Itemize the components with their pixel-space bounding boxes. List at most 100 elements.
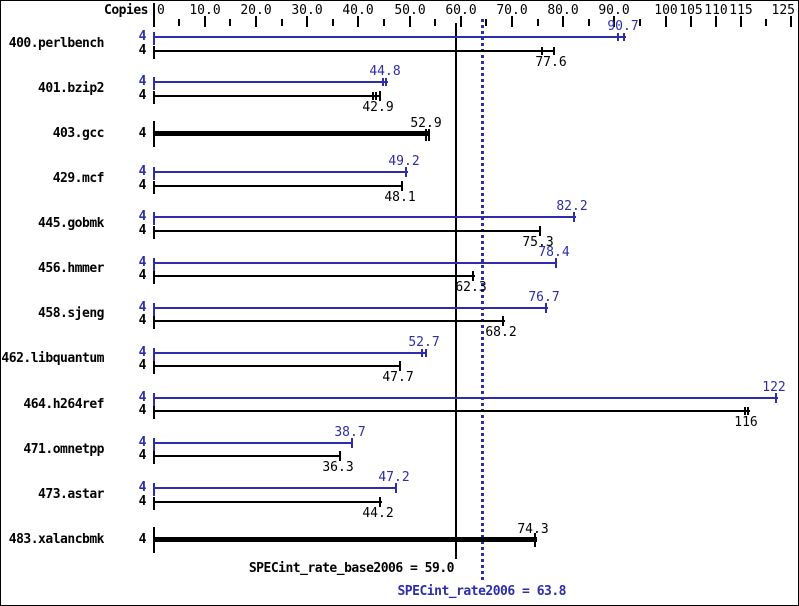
axis-major-tick <box>460 16 462 27</box>
run-range-tick <box>425 349 427 357</box>
bar-end-cap <box>401 181 403 191</box>
copies-value-rate: 4 <box>138 209 147 224</box>
axis-major-tick <box>562 16 564 27</box>
bar-start-cap <box>153 77 155 90</box>
axis-major-tick <box>613 16 615 27</box>
bar-start-cap <box>153 348 155 361</box>
run-range-tick <box>375 92 377 100</box>
run-range-tick <box>385 78 387 86</box>
axis-minor-tick <box>332 19 334 26</box>
axis-major-tick <box>790 16 792 27</box>
base-summary-label: SPECint_rate_base2006 = 59.0 <box>248 561 455 576</box>
axis-major-tick <box>690 16 692 27</box>
axis-minor-tick <box>229 19 231 26</box>
copies-value-base: 4 <box>138 448 147 463</box>
copies-value-rate: 4 <box>138 29 147 44</box>
base-value-label: 116 <box>734 415 758 430</box>
copies-value-rate: 4 <box>138 345 147 360</box>
axis-minor-tick <box>537 19 539 26</box>
rate-bar <box>154 307 548 309</box>
axis-tick-label: 115 <box>729 3 753 18</box>
bar-end-cap <box>351 438 353 448</box>
bar-start-cap <box>153 483 155 496</box>
axis-minor-tick <box>434 19 436 26</box>
copies-value-base: 4 <box>138 268 147 283</box>
rate-value-label: 78.4 <box>538 245 570 260</box>
bar-end-cap <box>545 303 547 313</box>
benchmark-label: 429.mcf <box>52 171 105 186</box>
rate-value-label: 122 <box>762 380 786 395</box>
rate-value-label: 90.7 <box>607 19 639 34</box>
axis-major-tick <box>306 16 308 27</box>
rate-value-label: 49.2 <box>388 154 420 169</box>
rate-value-label: 76.7 <box>528 290 560 305</box>
bar-end-cap <box>555 258 557 268</box>
bar-start-cap <box>153 316 155 329</box>
benchmark-label: 471.omnetpp <box>23 442 104 457</box>
benchmark-label: 483.xalancbmk <box>8 532 105 547</box>
base-bar <box>154 501 382 503</box>
run-range-tick <box>617 33 619 41</box>
axis-minor-tick <box>639 19 641 26</box>
axis-tick-label: 105 <box>679 3 703 18</box>
benchmark-label: 445.gobmk <box>38 216 104 231</box>
base-value-label: 75.3 <box>522 235 554 250</box>
copies-value-base: 4 <box>138 313 147 328</box>
bar-end-cap <box>379 497 381 507</box>
base-bar <box>154 455 341 457</box>
run-range-tick <box>623 33 625 41</box>
rate-bar <box>154 487 397 489</box>
combined-value-label: 52.9 <box>410 116 442 131</box>
benchmark-label: 456.hmmer <box>38 261 104 276</box>
base-bar <box>154 410 750 412</box>
base-bar <box>154 275 475 277</box>
base-value-label: 68.2 <box>485 325 517 340</box>
bar-end-cap <box>399 361 401 371</box>
copies-value-base: 4 <box>138 88 147 103</box>
run-range-tick <box>425 129 427 141</box>
benchmark-label: 401.bzip2 <box>38 81 104 96</box>
bar-end-cap <box>379 91 381 101</box>
axis-tick-label: 60.0 <box>445 3 477 18</box>
bar-start-cap <box>153 438 155 451</box>
bar-end-cap <box>775 393 777 403</box>
benchmark-label: 464.h264ref <box>23 397 104 412</box>
copies-value-base: 4 <box>138 43 147 58</box>
rate-value-label: 82.2 <box>556 199 588 214</box>
base-value-label: 47.7 <box>382 370 414 385</box>
axis-tick-label: 40.0 <box>342 3 374 18</box>
axis-minor-tick <box>178 19 180 26</box>
run-range-tick <box>744 407 746 415</box>
run-range-tick <box>747 407 749 415</box>
bar-start-cap <box>153 451 155 464</box>
axis-tick-label: 100 <box>654 3 678 18</box>
bar-start-cap <box>153 32 155 45</box>
axis-tick-label: 30.0 <box>291 3 323 18</box>
rate-bar <box>154 171 408 173</box>
bar-start-cap <box>153 181 155 194</box>
bar-start-cap <box>153 258 155 271</box>
base-bar <box>154 230 541 232</box>
base-bar <box>154 185 403 187</box>
copies-value-rate: 4 <box>138 74 147 89</box>
run-range-tick <box>421 349 423 357</box>
axis-minor-tick <box>765 19 767 26</box>
rate-value-label: 44.8 <box>369 64 401 79</box>
axis-major-tick <box>409 16 411 27</box>
bar-start-cap <box>153 406 155 419</box>
base-value-label: 48.1 <box>384 190 416 205</box>
copies-value-base: 4 <box>138 403 147 418</box>
axis-major-tick <box>153 3 155 27</box>
base-value-label: 42.9 <box>362 100 394 115</box>
run-range-tick <box>372 92 374 100</box>
copies-value: 4 <box>138 532 147 547</box>
run-range-tick <box>382 78 384 86</box>
bar-start-cap <box>153 121 155 147</box>
rate-bar <box>154 352 427 354</box>
bar-start-cap <box>153 361 155 374</box>
axis-minor-tick <box>281 19 283 26</box>
axis-tick-label: 10.0 <box>189 3 221 18</box>
rate-bar <box>154 262 557 264</box>
base-value-label: 62.3 <box>455 280 487 295</box>
copies-value-rate: 4 <box>138 435 147 450</box>
